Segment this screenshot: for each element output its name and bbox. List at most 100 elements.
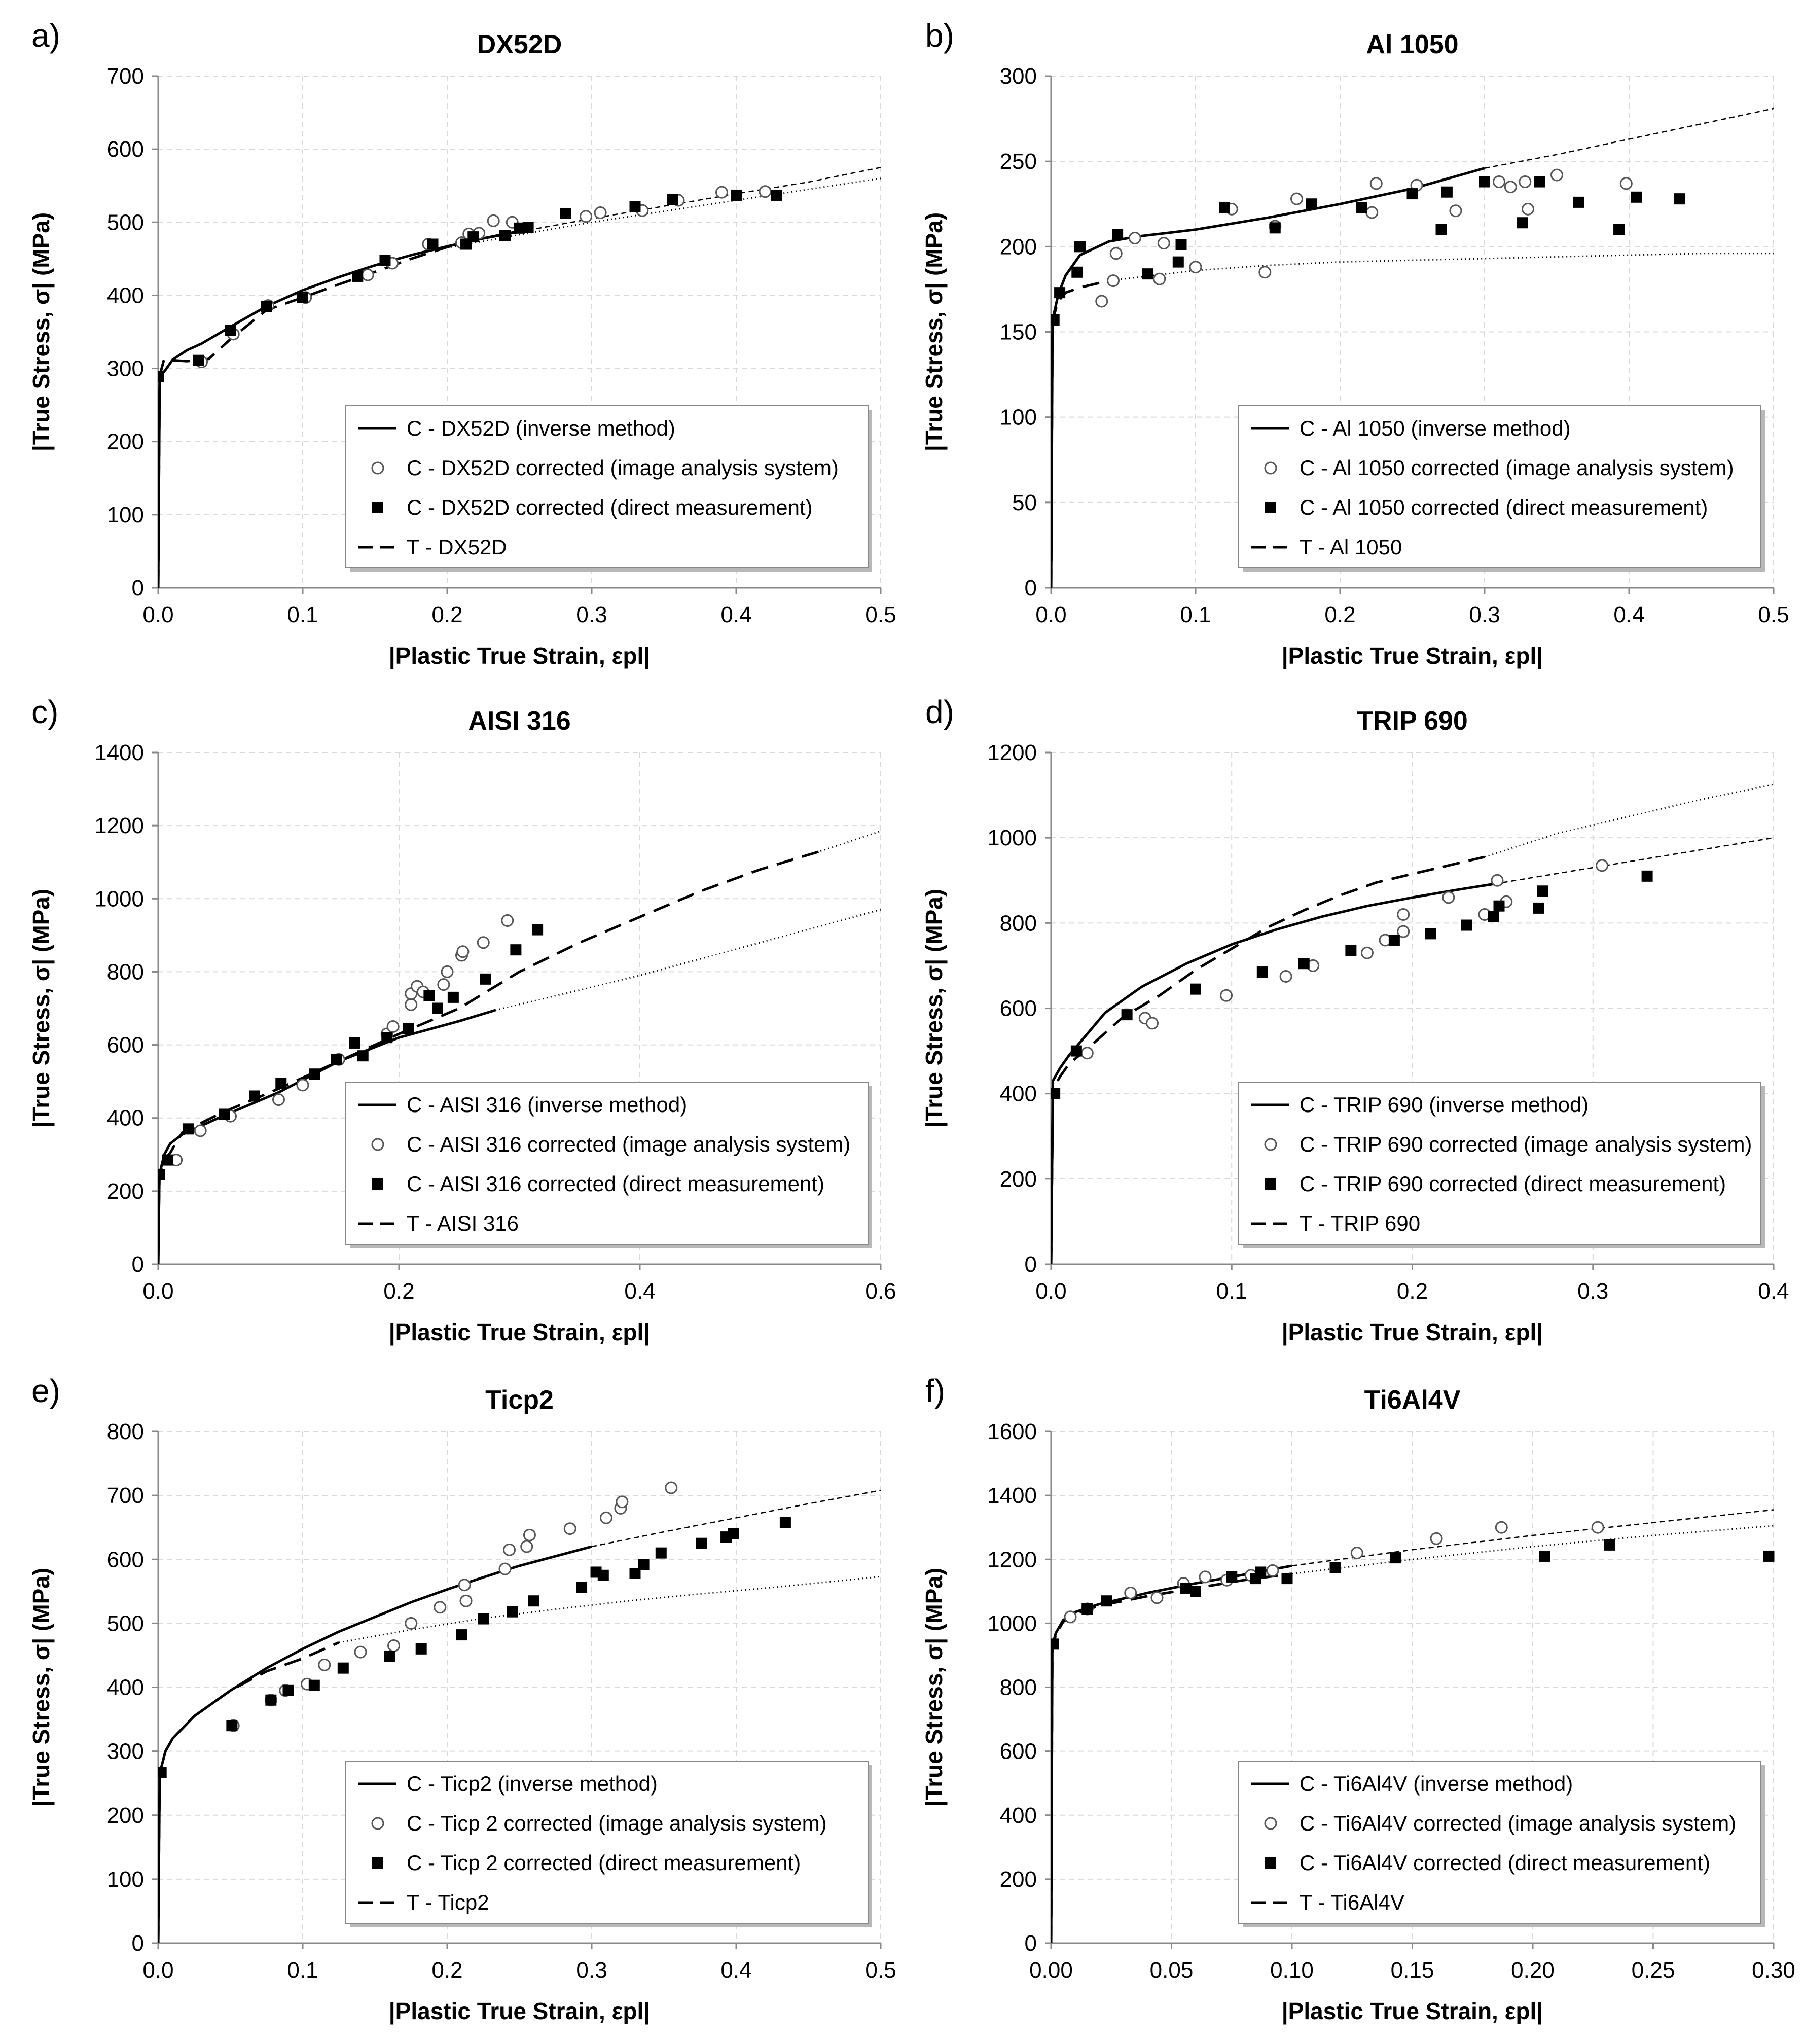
y-tick-label: 1600 (987, 1419, 1037, 1444)
y-tick-label: 50 (1012, 490, 1037, 515)
y-tick-label: 1200 (987, 740, 1037, 765)
y-tick-label: 300 (1000, 64, 1037, 89)
data-point-square (1081, 1603, 1093, 1615)
data-point-circle (1491, 874, 1504, 887)
data-point-square (467, 231, 479, 243)
data-point-circle (1591, 1521, 1604, 1534)
plot-area (158, 166, 881, 588)
data-point-circle (477, 936, 490, 949)
data-point-circle (665, 1481, 678, 1494)
data-point-square (219, 1108, 230, 1120)
data-point-square (1461, 919, 1472, 931)
data-point-square (379, 255, 391, 266)
legend-label: C - TRIP 690 (inverse method) (1300, 1093, 1589, 1117)
y-tick-label: 300 (107, 356, 144, 381)
data-point-square (1256, 966, 1268, 978)
data-point-square (771, 189, 782, 201)
data-point-circle (616, 1495, 629, 1509)
data-point-square (297, 292, 308, 303)
data-point-circle (441, 965, 454, 978)
x-tick-label: 0.25 (1632, 1958, 1675, 1983)
y-tick-label: 1400 (94, 740, 144, 765)
data-point-square (510, 944, 522, 956)
chart-title: DX52D (477, 30, 562, 59)
x-axis-title: |Plastic True Strain, εpl| (389, 1319, 650, 1345)
plot-area (1051, 783, 1774, 1265)
y-tick-label: 400 (107, 283, 144, 308)
x-tick-label: 0.0 (142, 1279, 173, 1304)
data-point-square (1390, 1552, 1401, 1564)
data-point-square (1175, 239, 1187, 250)
data-point-square (308, 1679, 320, 1691)
legend-label: T - Ti6Al4V (1300, 1890, 1404, 1914)
data-point-square (427, 238, 439, 250)
data-point-square (1281, 1573, 1293, 1585)
data-point-square (560, 207, 571, 219)
data-point-circle (1064, 1610, 1077, 1624)
data-point-square (522, 222, 534, 233)
data-point-square (1435, 224, 1447, 235)
data-point-circle (1189, 261, 1202, 274)
data-point-square (1573, 196, 1584, 208)
legend-marker-square (372, 1857, 383, 1869)
legend-label: C - TRIP 690 corrected (image analysis s… (1300, 1132, 1752, 1156)
data-point-circle (1279, 970, 1292, 983)
series-line-dotted-extension (447, 177, 881, 249)
data-point-circle (501, 914, 514, 927)
y-tick-label: 600 (107, 137, 144, 162)
x-tick-label: 0.4 (720, 602, 751, 627)
legend-label: T - DX52D (407, 535, 507, 559)
series-line-dotted-extension (339, 1575, 881, 1643)
data-point-circle (503, 1543, 516, 1556)
x-tick-label: 0.3 (576, 1958, 607, 1983)
data-point-square (480, 973, 491, 985)
legend: C - TRIP 690 (inverse method) C - TRIP 69… (1238, 1082, 1765, 1248)
y-tick-label: 200 (107, 429, 144, 454)
data-point-square (728, 1528, 739, 1539)
legend-box (345, 1761, 869, 1924)
data-point-square (282, 1684, 294, 1696)
panel-letter: f) (925, 1373, 945, 1409)
legend-marker-square (1265, 1178, 1276, 1190)
legend-label: C - Al 1050 corrected (image analysis sy… (1300, 456, 1734, 480)
x-axis-title: |Plastic True Strain, εpl| (389, 642, 650, 669)
y-tick-label: 150 (1000, 320, 1037, 345)
data-point-circle (1107, 274, 1120, 288)
data-point-square (1356, 201, 1367, 213)
data-point-square (1613, 224, 1625, 235)
y-tick-label: 200 (1000, 1167, 1037, 1192)
data-point-circle (715, 186, 728, 199)
data-point-circle (1449, 204, 1462, 218)
data-point-circle (487, 214, 500, 227)
series-line-dashed-extension (591, 1489, 881, 1548)
data-point-circle (318, 1658, 331, 1671)
data-point-circle (361, 268, 374, 281)
panel-letter: e) (31, 1373, 60, 1409)
data-point-square (1054, 287, 1066, 299)
y-tick-label: 200 (1000, 1867, 1037, 1892)
data-point-circle (1350, 1547, 1363, 1560)
data-point-square (1190, 1586, 1201, 1597)
legend-marker-circle (1264, 461, 1277, 475)
y-tick-label: 250 (1000, 149, 1037, 174)
x-tick-label: 0.1 (1216, 1279, 1247, 1304)
series-line-dashed-extension (519, 166, 881, 233)
data-point-square (275, 1078, 287, 1089)
legend-label: C - Ticp2 (inverse method) (407, 1772, 658, 1796)
legend-label: C - DX52D (inverse method) (407, 416, 675, 440)
data-point-circle (1146, 1017, 1159, 1030)
data-point-square (1190, 983, 1201, 995)
data-point-square (1226, 1571, 1238, 1583)
data-point-square (403, 1023, 414, 1034)
data-point-circle (1150, 1591, 1164, 1604)
x-tick-label: 0.2 (1324, 602, 1355, 627)
data-point-square (1298, 958, 1310, 970)
data-point-square (261, 301, 272, 312)
x-axis-title: |Plastic True Strain, εpl| (389, 1998, 650, 2024)
data-point-square (349, 1037, 360, 1049)
data-point-circle (1522, 202, 1534, 216)
chart-title: TRIP 690 (1357, 706, 1468, 736)
data-point-square (337, 1662, 349, 1674)
x-tick-label: 0.2 (383, 1279, 414, 1304)
legend-label: T - TRIP 690 (1300, 1211, 1420, 1235)
